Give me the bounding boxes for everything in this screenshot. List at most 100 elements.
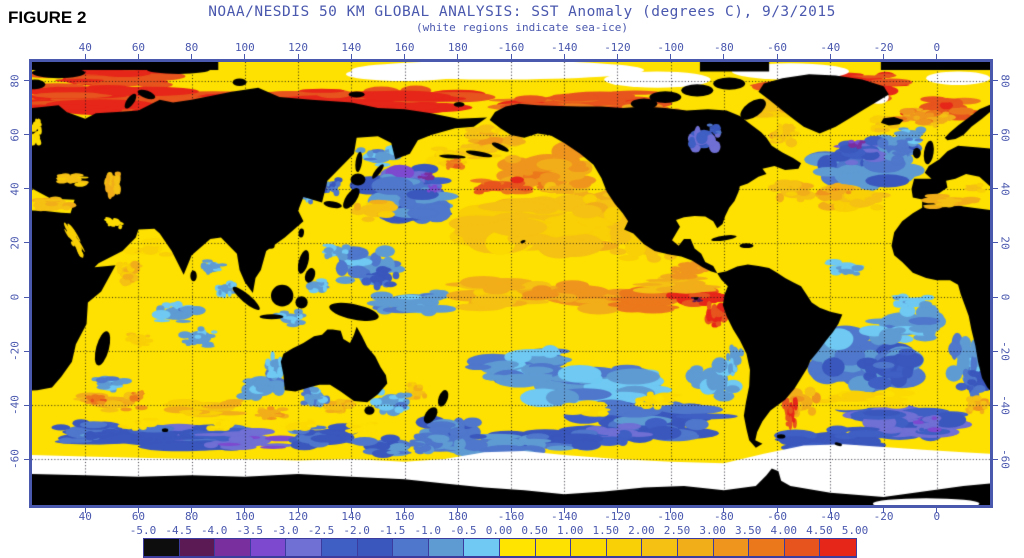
colorbar-cell — [144, 539, 180, 556]
colorbar-cell — [606, 539, 643, 556]
colorbar-cell — [215, 539, 251, 556]
lat-tick-left — [24, 80, 29, 82]
lat-tick-left — [24, 458, 29, 460]
lat-tick-right — [993, 296, 998, 298]
lon-tick-label-bottom: -40 — [820, 510, 841, 523]
lon-tick-top — [244, 54, 246, 59]
colorbar-tick-label: -3.5 — [236, 524, 264, 537]
lon-tick-label-bottom: 100 — [234, 510, 255, 523]
colorbar-cell — [535, 539, 572, 556]
lon-tick-top — [191, 54, 193, 59]
lon-tick-top — [84, 54, 86, 59]
lon-tick-label-bottom: -160 — [497, 510, 525, 523]
lat-tick-label-left: 80 — [8, 74, 22, 88]
lat-tick-left — [24, 242, 29, 244]
lon-tick-bottom — [404, 508, 406, 513]
lon-tick-bottom — [510, 508, 512, 513]
colorbar-cell — [749, 539, 785, 556]
lon-tick-label-top: 40 — [78, 41, 92, 54]
lon-tick-top — [137, 54, 139, 59]
lon-tick-label-top: -80 — [713, 41, 734, 54]
lat-tick-label-left: 40 — [8, 182, 22, 196]
lon-tick-top — [776, 54, 778, 59]
colorbar-cell — [820, 539, 856, 556]
lon-tick-bottom — [670, 508, 672, 513]
lon-tick-label-top: -40 — [820, 41, 841, 54]
colorbar-tick-label: -1.5 — [378, 524, 406, 537]
lat-tick-right — [993, 80, 998, 82]
colorbar — [143, 538, 857, 558]
lon-tick-label-bottom: 160 — [394, 510, 415, 523]
colorbar-tick-label: 4.00 — [770, 524, 798, 537]
colorbar-tick-label: 1.00 — [556, 524, 584, 537]
lon-tick-bottom — [137, 508, 139, 513]
colorbar-tick-label: -5.0 — [129, 524, 157, 537]
colorbar-cell — [784, 539, 821, 556]
lon-tick-bottom — [457, 508, 459, 513]
colorbar-tick-label: -1.0 — [414, 524, 442, 537]
colorbar-cell — [677, 539, 714, 556]
lat-tick-right — [993, 350, 998, 352]
lon-tick-top — [829, 54, 831, 59]
colorbar-tick-label: 1.50 — [592, 524, 620, 537]
colorbar-cell — [179, 539, 216, 556]
lon-tick-label-top: -160 — [497, 41, 525, 54]
lon-tick-label-bottom: 60 — [131, 510, 146, 523]
colorbar-tick-label: -2.5 — [307, 524, 335, 537]
colorbar-tick-label: -2.0 — [343, 524, 370, 537]
lon-tick-top — [297, 54, 299, 59]
colorbar-tick-label: -0.5 — [450, 524, 477, 537]
lat-tick-right — [993, 134, 998, 136]
lon-tick-label-bottom: 40 — [78, 510, 92, 523]
lat-tick-right — [993, 404, 998, 406]
lon-tick-bottom — [883, 508, 885, 513]
lat-tick-label-left: 0 — [8, 293, 22, 301]
lat-tick-label-right: -40 — [998, 395, 1012, 415]
colorbar-cell — [428, 539, 465, 556]
colorbar-tick-label: 0.50 — [521, 524, 548, 537]
colorbar-tick-label: -3.0 — [272, 524, 299, 537]
lon-tick-label-top: 160 — [394, 41, 415, 54]
lat-tick-label-left: 60 — [8, 128, 22, 142]
lat-tick-label-right: 0 — [998, 293, 1012, 301]
lon-tick-top — [510, 54, 512, 59]
lat-tick-label-right: 80 — [998, 74, 1012, 88]
lon-tick-top — [670, 54, 672, 59]
lon-tick-label-bottom: 120 — [288, 510, 309, 523]
lon-tick-label-bottom: -140 — [550, 510, 578, 523]
lon-tick-bottom — [563, 508, 565, 513]
lon-tick-top — [883, 54, 885, 59]
lon-tick-label-top: -60 — [767, 41, 788, 54]
chart-title: NOAA/NESDIS 50 KM GLOBAL ANALYSIS: SST A… — [208, 4, 836, 20]
lon-tick-bottom — [191, 508, 193, 513]
lon-tick-label-top: 0 — [933, 41, 941, 54]
lat-tick-left — [24, 350, 29, 352]
lon-tick-bottom — [936, 508, 938, 513]
colorbar-cell — [642, 539, 678, 556]
lon-tick-bottom — [244, 508, 246, 513]
lat-tick-label-left: -20 — [8, 341, 22, 361]
lon-tick-top — [723, 54, 725, 59]
colorbar-cell — [464, 539, 500, 556]
lat-tick-label-left: -60 — [8, 449, 22, 470]
lat-tick-label-right: -60 — [998, 449, 1012, 470]
lon-tick-label-bottom: -80 — [713, 510, 734, 523]
lon-tick-label-top: 140 — [341, 41, 362, 54]
lat-tick-right — [993, 458, 998, 460]
lon-tick-top — [350, 54, 352, 59]
lat-tick-left — [24, 134, 29, 136]
colorbar-cell — [286, 539, 322, 556]
colorbar-tick-label: 3.50 — [734, 524, 762, 537]
colorbar-tick-label: 4.50 — [806, 524, 833, 537]
lon-tick-bottom — [297, 508, 299, 513]
lat-tick-label-right: -20 — [998, 341, 1012, 361]
lon-tick-label-top: -140 — [550, 41, 578, 54]
lat-tick-label-right: 20 — [998, 236, 1012, 250]
lon-tick-bottom — [350, 508, 352, 513]
lon-tick-label-top: 120 — [288, 41, 309, 54]
lon-tick-label-top: -20 — [873, 41, 894, 54]
colorbar-cell — [321, 539, 358, 556]
lon-tick-top — [616, 54, 618, 59]
colorbar-tick-label: -4.5 — [165, 524, 192, 537]
